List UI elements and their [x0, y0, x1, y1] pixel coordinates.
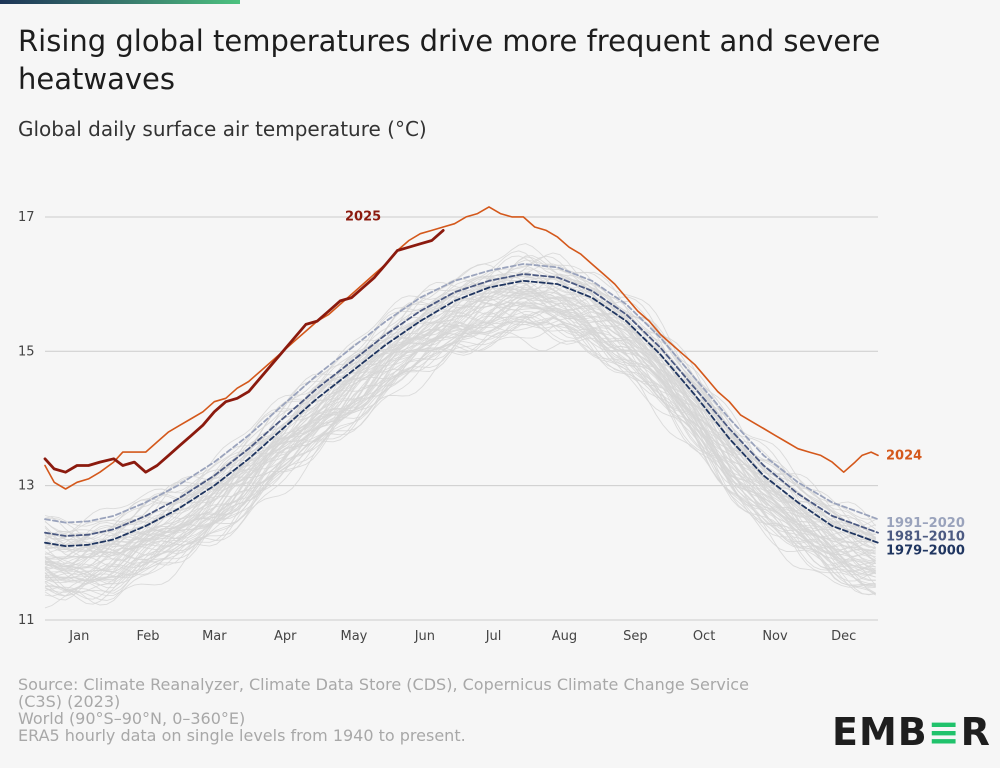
ember-logo: EMB≡R	[832, 710, 991, 754]
series-line-clim1981	[44, 273, 879, 537]
series-line-clim1991	[44, 263, 879, 524]
x-tick-label: Apr	[274, 629, 297, 644]
background-years-layer	[44, 243, 877, 609]
top-accent-bar	[0, 0, 240, 4]
background-year-line	[45, 287, 876, 567]
series-label-clim1981: 1981–2010	[886, 530, 965, 545]
x-tick-label: Aug	[552, 629, 577, 644]
x-tick-label: Dec	[831, 629, 856, 644]
background-year-line	[44, 324, 876, 601]
dataset-note: ERA5 hourly data on single levels from 1…	[18, 726, 466, 745]
x-tick-label: Mar	[202, 629, 227, 644]
series-layer	[43, 206, 879, 548]
series-label-y2024: 2024	[886, 448, 922, 463]
footer-notes: Source: Climate Reanalyzer, Climate Data…	[18, 676, 758, 744]
background-year-line	[44, 265, 876, 551]
source-note: Source: Climate Reanalyzer, Climate Data…	[18, 675, 749, 711]
background-year-line	[44, 297, 876, 573]
x-tick-label: May	[340, 629, 367, 644]
x-tick-label: Jan	[68, 629, 89, 644]
series-line-y2024	[44, 206, 879, 490]
y-tick-label: 13	[18, 479, 35, 494]
background-year-line	[44, 281, 876, 568]
background-year-line	[44, 289, 876, 579]
series-label-clim1991: 1991–2020	[886, 516, 965, 531]
x-tick-label: Jun	[414, 629, 435, 644]
background-year-line	[45, 301, 876, 582]
logo-glyph-icon: ≡	[927, 710, 961, 754]
region-note: World (90°S–90°N, 0–360°E)	[18, 709, 246, 728]
chart-title: Rising global temperatures drive more fr…	[18, 24, 881, 96]
grid-layer	[45, 216, 878, 621]
background-year-line	[44, 309, 876, 597]
background-year-line	[44, 323, 876, 606]
x-tick-label: Feb	[136, 629, 159, 644]
series-label-y2025: 2025	[345, 209, 381, 224]
y-tick-label: 17	[18, 210, 35, 225]
temperature-chart: 11 13 15 17 Jan Feb Mar Apr May Jun Jul Aug Sep Oct No…	[18, 206, 965, 644]
series-line-y2025	[43, 229, 445, 474]
x-tick-label: Jul	[485, 629, 502, 644]
x-tick-label: Nov	[762, 629, 788, 644]
y-tick-label: 11	[18, 613, 35, 628]
x-tick-label: Oct	[693, 629, 715, 644]
background-year-line	[44, 252, 876, 540]
background-year-line	[44, 272, 876, 553]
chart-subtitle: Global daily surface air temperature (°C…	[18, 117, 427, 141]
logo-text-start: EMB	[832, 710, 928, 754]
series-line-clim1979	[44, 279, 879, 548]
background-year-line	[44, 280, 876, 562]
background-year-line	[44, 276, 876, 564]
label-layer: 11 13 15 17 Jan Feb Mar Apr May Jun Jul Aug Sep Oct No…	[18, 209, 965, 644]
x-tick-label: Sep	[623, 629, 648, 644]
series-label-clim1979: 1979–2000	[886, 544, 965, 559]
background-year-line	[44, 263, 877, 527]
background-year-line	[44, 313, 876, 597]
logo-text-end: R	[960, 710, 991, 754]
y-tick-label: 15	[18, 344, 35, 359]
